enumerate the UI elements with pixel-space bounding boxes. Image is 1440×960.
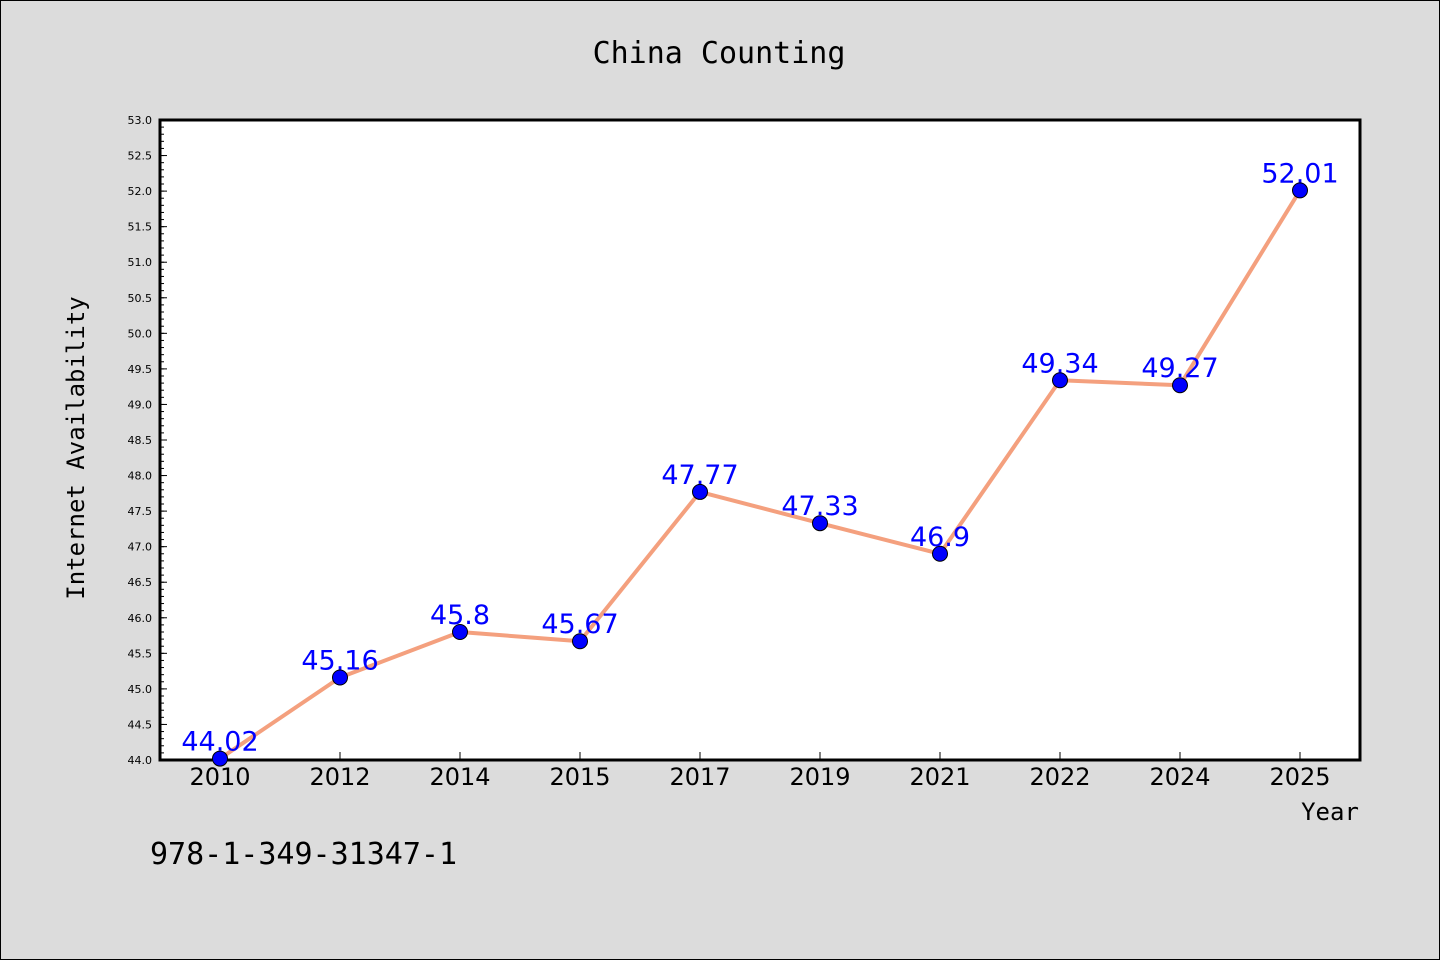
y-tick-label: 51.0 xyxy=(128,256,153,269)
data-label: 52.01 xyxy=(1261,158,1338,189)
data-label: 45.67 xyxy=(541,609,618,640)
y-tick-label: 53.0 xyxy=(128,114,153,127)
series-group xyxy=(212,182,1308,767)
x-tick-label: 2010 xyxy=(189,763,250,791)
y-tick-label: 50.5 xyxy=(128,292,153,305)
data-label: 49.34 xyxy=(1021,348,1098,379)
y-axis-label: Internet Availability xyxy=(62,296,90,599)
data-point xyxy=(572,633,588,650)
y-tick-label: 48.0 xyxy=(128,470,153,483)
x-tick-label: 2017 xyxy=(669,763,730,791)
x-tick-label: 2015 xyxy=(549,763,610,791)
y-tick-label: 44.5 xyxy=(128,718,153,731)
plot-area xyxy=(158,118,1362,762)
data-point xyxy=(212,750,228,767)
data-label: 47.33 xyxy=(781,491,858,522)
y-tick-label: 47.0 xyxy=(128,541,153,554)
isbn-code: 978-1-349-31347-1 xyxy=(150,837,457,872)
x-tick-label: 2021 xyxy=(909,763,970,791)
y-tick-label: 49.0 xyxy=(128,398,153,411)
x-tick-label: 2012 xyxy=(309,763,370,791)
data-point xyxy=(932,545,948,562)
data-label: 47.77 xyxy=(661,460,738,491)
y-tick-label: 46.0 xyxy=(128,612,153,625)
x-tick-label: 2025 xyxy=(1269,763,1330,791)
data-point xyxy=(1172,377,1188,394)
data-point xyxy=(332,669,348,686)
y-tick-label: 49.5 xyxy=(128,363,153,376)
data-point xyxy=(812,515,828,532)
y-tick-label: 48.5 xyxy=(128,434,153,447)
x-axis: 2010 2012 2014 2015 2017 2019 2021 2022 2024 2025 xyxy=(189,752,1331,791)
data-point xyxy=(452,624,468,640)
data-point xyxy=(1292,182,1308,199)
data-point xyxy=(692,483,708,500)
data-label: 44.02 xyxy=(181,727,258,758)
y-tick-label: 47.5 xyxy=(128,505,153,518)
y-tick-label: 45.0 xyxy=(128,683,153,696)
data-label: 49.27 xyxy=(1141,353,1218,384)
data-label: 45.16 xyxy=(301,646,378,677)
y-tick-label: 51.5 xyxy=(128,221,153,234)
y-tick-label: 52.5 xyxy=(128,150,153,163)
data-label: 46.9 xyxy=(910,522,970,553)
y-axis: 44.0 44.5 45.0 45.5 46.0 46.5 47.0 47.5 48.0 48.5… xyxy=(128,114,167,767)
y-tick-label: 44.0 xyxy=(128,754,153,767)
y-tick-label: 45.5 xyxy=(128,647,153,660)
data-labels: 44.02 45.16 45.8 45.67 47.77 47.33 46.9 49.34 49… xyxy=(181,158,1338,757)
series-line xyxy=(218,189,1302,761)
x-tick-label: 2022 xyxy=(1029,763,1090,791)
y-tick-label: 50.0 xyxy=(128,327,153,340)
x-axis-label: Year xyxy=(1301,798,1359,826)
x-tick-label: 2024 xyxy=(1149,763,1210,791)
x-tick-label: 2019 xyxy=(789,763,850,791)
data-label: 45.8 xyxy=(430,600,490,631)
chart-title: China Counting xyxy=(593,36,846,71)
y-tick-label: 52.0 xyxy=(128,185,153,198)
data-point xyxy=(1052,372,1068,389)
x-tick-label: 2014 xyxy=(429,763,490,791)
y-tick-label: 46.5 xyxy=(128,576,153,589)
